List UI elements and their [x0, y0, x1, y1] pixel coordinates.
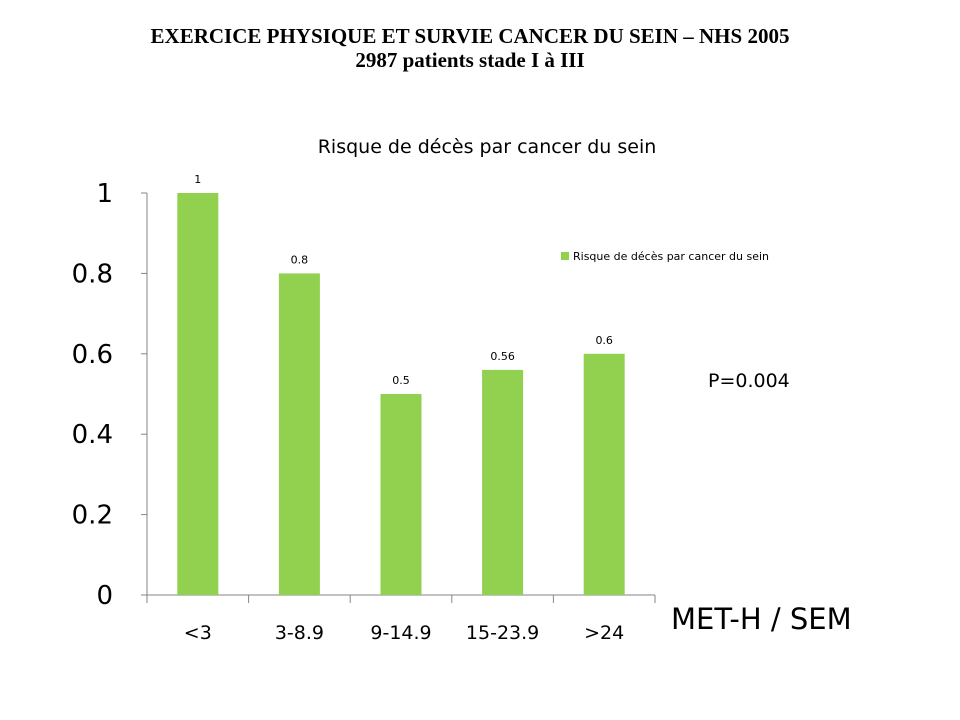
bar	[380, 394, 422, 595]
y-tick-label: 1	[96, 179, 113, 209]
x-tick-label: 3-8.9	[275, 622, 324, 644]
bars	[177, 193, 625, 595]
legend-label: Risque de décès par cancer du sein	[573, 250, 769, 263]
x-tick-label: 15-23.9	[466, 622, 539, 644]
data-label: 1	[194, 173, 201, 186]
x-tick-label: >24	[584, 622, 624, 644]
bar	[278, 273, 320, 595]
slide-title-line-1: EXERCICE PHYSIQUE ET SURVIE CANCER DU SE…	[150, 24, 790, 48]
bar	[177, 193, 219, 595]
y-tick-label: 0.4	[72, 420, 113, 450]
p-value-annotation: P=0.004	[708, 370, 790, 392]
slide-title-line-2: 2987 patients stade I à III	[355, 48, 585, 72]
y-axis: 0 0.2 0.4 0.6 0.8 1	[72, 179, 148, 611]
data-label: 0.5	[392, 374, 410, 387]
chart-title: Risque de décès par cancer du sein	[318, 136, 657, 158]
data-label: 0.6	[595, 334, 613, 347]
x-tick-label: <3	[184, 622, 212, 644]
x-axis-label: MET-H / SEM	[671, 602, 852, 636]
data-labels: 1 0.8 0.5 0.56 0.6	[194, 173, 613, 387]
slide-title: EXERCICE PHYSIQUE ET SURVIE CANCER DU SE…	[0, 24, 940, 72]
y-tick-label: 0	[96, 581, 113, 611]
x-tick-label: 9-14.9	[370, 622, 431, 644]
x-axis: <3 3-8.9 9-14.9 15-23.9 >24	[146, 594, 656, 644]
bar	[583, 353, 625, 595]
legend: Risque de décès par cancer du sein	[561, 250, 769, 263]
y-tick-label: 0.8	[72, 259, 113, 289]
y-tick-label: 0.6	[72, 340, 113, 370]
data-label: 0.56	[490, 350, 515, 363]
y-tick-label: 0.2	[72, 501, 113, 531]
bar	[482, 369, 524, 595]
data-label: 0.8	[291, 253, 309, 266]
legend-swatch	[561, 252, 569, 260]
